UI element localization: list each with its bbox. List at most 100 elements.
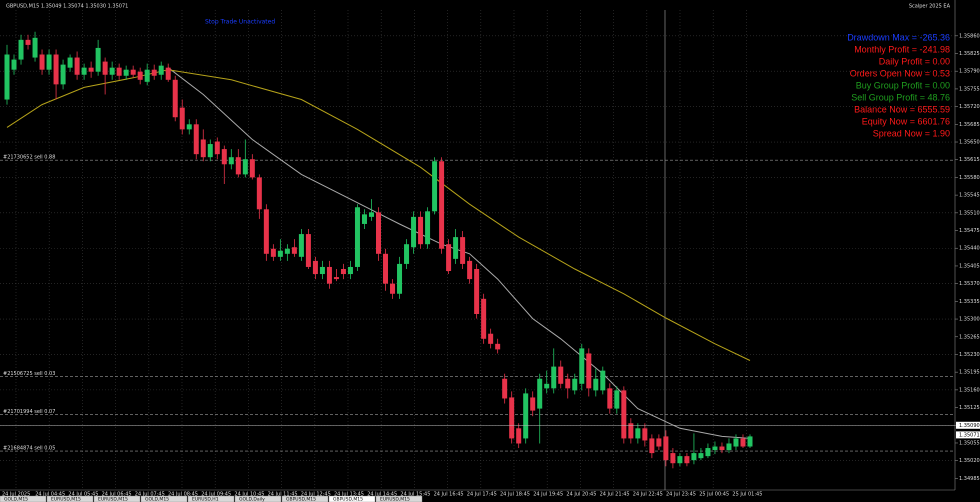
candle-body — [25, 39, 31, 45]
candle-body — [516, 428, 522, 444]
tab-label[interactable]: GBPUSD,M15 — [333, 497, 363, 502]
order-label: #21730652 sell 0.88 — [3, 155, 55, 161]
candle-body — [740, 438, 746, 447]
order-label: #21506725 sell 0.03 — [3, 371, 55, 377]
x-tick-label: 25 Jul 01:45 — [732, 492, 762, 498]
candle-body — [291, 247, 297, 254]
x-tick-label: 24 Jul 18:45 — [500, 492, 530, 498]
candle-body — [151, 69, 157, 76]
candle-body — [284, 248, 290, 254]
info-line: Orders Open Now = 0.53 — [850, 68, 950, 78]
tab[interactable] — [281, 495, 329, 502]
candle-body — [333, 277, 339, 280]
candle-body — [228, 157, 234, 165]
x-tick-label: 24 Jul 05:45 — [68, 492, 98, 498]
candle-body — [172, 79, 178, 118]
candle-body — [628, 423, 634, 439]
candle-body — [453, 237, 459, 259]
candle-body — [186, 124, 192, 130]
candle-body — [249, 159, 255, 178]
candle-body — [102, 61, 108, 75]
candle-body — [109, 67, 115, 75]
candle-body — [305, 234, 311, 267]
x-tick-label: 25 Jul 00:45 — [699, 492, 729, 498]
tab-label[interactable]: EURUSD,M15 — [98, 497, 128, 502]
chart-header: GBPUSD,M15 1.35049 1.35074 1.35030 1.350… — [6, 4, 128, 10]
candle-body — [39, 54, 45, 70]
x-tick-label: 24 Jul 20:45 — [566, 492, 596, 498]
x-tick-label: 24 Jul 06:45 — [102, 492, 132, 498]
candle-body — [376, 212, 381, 254]
y-tick-label: 1.35300 — [959, 317, 980, 323]
candle-body — [586, 353, 592, 389]
candle-body — [733, 438, 739, 447]
x-tick-label: 24 Jul 10:45 — [234, 492, 264, 498]
y-tick-label: 1.35650 — [959, 140, 980, 146]
x-tick-label: 24 Jul 13:45 — [334, 492, 364, 498]
candle-body — [390, 283, 396, 294]
y-tick-label: 1.35405 — [959, 263, 980, 269]
tab[interactable] — [234, 495, 282, 502]
candle-body — [684, 456, 690, 464]
candle-body — [705, 448, 711, 457]
candle-body — [635, 428, 641, 439]
candle-body — [446, 244, 452, 272]
candle-body — [214, 141, 220, 155]
y-tick-label: 1.35720 — [959, 104, 980, 110]
tab[interactable] — [93, 495, 141, 502]
tab-label[interactable]: GOLD,Daily — [239, 497, 265, 502]
candle-body — [319, 266, 325, 275]
y-tick-label: 1.35510 — [959, 210, 980, 216]
x-tick-label: 24 Jul 11:45 — [268, 492, 298, 498]
candle-body — [698, 453, 704, 459]
y-tick-label: 1.35860 — [959, 33, 980, 39]
candle-body — [312, 260, 318, 275]
tab-label[interactable]: EURUSD,M15 — [51, 497, 81, 502]
tab[interactable] — [375, 495, 423, 502]
candle-body — [158, 65, 164, 75]
y-tick-label: 1.35195 — [959, 370, 980, 376]
candle-body — [467, 260, 473, 280]
tab[interactable] — [0, 495, 47, 502]
tab[interactable] — [187, 495, 235, 502]
candle-body — [207, 144, 213, 158]
candle-body — [340, 268, 346, 275]
y-tick-label: 1.35230 — [959, 352, 980, 358]
candle-body — [642, 428, 648, 441]
y-tick-label: 1.35335 — [959, 299, 980, 305]
x-tick-label: 24 Jul 09:45 — [201, 492, 231, 498]
candle-body — [712, 446, 718, 451]
candle-body — [137, 71, 143, 80]
info-line: Spread Now = 1.90 — [873, 128, 950, 138]
tab-label[interactable]: GOLD,M15 — [4, 497, 28, 502]
candle-body — [193, 124, 199, 155]
candle-body — [411, 216, 417, 248]
y-tick-label: 1.35580 — [959, 175, 980, 181]
y-tick-label: 1.35440 — [959, 246, 980, 252]
candle-body — [298, 234, 304, 257]
tab-label[interactable]: EURUSD,H1 — [192, 497, 219, 502]
y-tick-label: 1.35265 — [959, 334, 980, 340]
y-tick-label: 1.35160 — [959, 387, 980, 393]
y-tick-label: 1.35125 — [959, 405, 980, 411]
candle-body — [11, 59, 17, 70]
x-tick-label: 24 Jul 15:45 — [400, 492, 430, 498]
order-label: #21684874 sell 0.05 — [3, 446, 55, 452]
ea-name: Scalper 2025 EA — [909, 4, 951, 10]
candle-body — [221, 149, 227, 165]
candle-body — [530, 397, 536, 411]
tab[interactable] — [328, 495, 376, 502]
tab[interactable] — [140, 495, 188, 502]
tab-label[interactable]: GOLD,M15 — [145, 497, 169, 502]
candle-body — [67, 57, 73, 68]
candle-body — [607, 388, 613, 409]
x-tick-label: 24 Jul 08:45 — [168, 492, 198, 498]
candle-body — [656, 438, 662, 447]
candle-body — [649, 438, 655, 454]
candle-body — [432, 161, 438, 212]
tab-label[interactable]: GBPUSD,M15 — [286, 497, 316, 502]
tab-label[interactable]: EURUSD,M15 — [380, 497, 410, 502]
candle-body — [726, 443, 732, 451]
candle-body — [81, 67, 87, 75]
tab[interactable] — [46, 495, 94, 502]
